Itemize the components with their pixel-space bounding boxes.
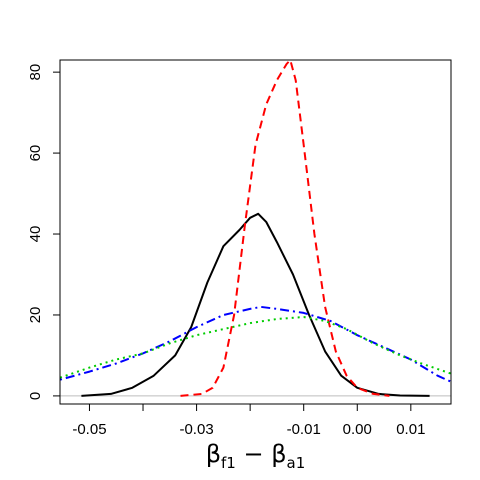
y-axis: 0 20 40 60 80 bbox=[27, 64, 61, 400]
y-tick-label-0: 0 bbox=[27, 392, 44, 400]
series-line-2 bbox=[180, 59, 390, 397]
x-axis-title: βf1 − βa1 bbox=[206, 440, 306, 472]
x-title-base2: β bbox=[271, 440, 286, 468]
x-tick-label-0: -0.05 bbox=[72, 421, 106, 438]
x-title-base1: β bbox=[206, 440, 221, 468]
series-line-4 bbox=[59, 316, 452, 379]
x-title-sub1: f1 bbox=[221, 454, 236, 472]
x-title-operator: − bbox=[236, 440, 271, 468]
x-axis: -0.05 -0.03 -0.01 0.00 0.01 bbox=[72, 403, 425, 438]
y-tick-label-3: 60 bbox=[27, 145, 44, 162]
x-tick-label-2: -0.01 bbox=[287, 421, 321, 438]
x-tick-label-4: 0.01 bbox=[396, 421, 425, 438]
series-line-1 bbox=[81, 212, 430, 397]
x-tick-label-1: -0.03 bbox=[179, 421, 213, 438]
y-tick-label-1: 20 bbox=[27, 307, 44, 324]
series-layer bbox=[59, 59, 452, 397]
x-title-sub2: a1 bbox=[287, 454, 306, 472]
x-tick-label-3: 0.00 bbox=[343, 421, 372, 438]
y-tick-label-4: 80 bbox=[27, 64, 44, 81]
y-tick-label-2: 40 bbox=[27, 226, 44, 243]
